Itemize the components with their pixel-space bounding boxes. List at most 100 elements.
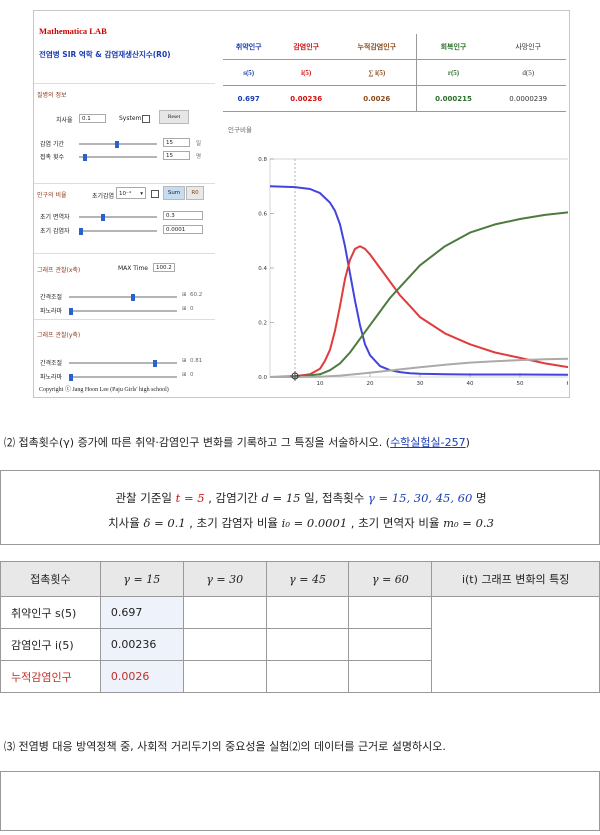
section-heading: 그래프 관찰(y축) xyxy=(37,332,81,339)
r0-button[interactable]: R0 xyxy=(186,186,204,200)
stats-symbol-row: s(5) i(5) ∑ i(5) r(5) d(5) xyxy=(223,59,566,86)
contact-input[interactable]: 15 xyxy=(163,151,190,160)
y-tick-label: 0.0 xyxy=(258,375,267,381)
max-time-input[interactable]: 100.2 xyxy=(153,263,175,272)
sum-checkbox[interactable] xyxy=(151,190,159,198)
interval-x-value: 60.2 xyxy=(190,292,203,298)
feature-answer-cell[interactable] xyxy=(431,596,600,693)
slider-knob[interactable] xyxy=(101,213,105,221)
system-checkbox[interactable] xyxy=(142,115,150,123)
answer-cell[interactable] xyxy=(182,660,267,693)
row-label: 취약인구 s(5) xyxy=(0,596,101,629)
answer-cell[interactable] xyxy=(265,660,350,693)
stats-table: 취약인구 감염인구 누적감염인구 회복인구 사망인구 s(5) i(5) ∑ i… xyxy=(223,34,566,112)
stats-symbol: i(5) xyxy=(274,59,338,86)
stats-header: 취약인구 xyxy=(223,34,275,60)
cell-value: 0.0026 xyxy=(99,660,184,693)
stats-value: 0.0000239 xyxy=(490,85,566,112)
chart-series-group xyxy=(269,185,568,381)
x-tick-label: 50 xyxy=(517,381,524,385)
cell-value: 0.00236 xyxy=(99,628,184,661)
graph-y-section: 그래프 관찰(y축) 간격조절 ⊞ 0.81 파노라마 ⊞ 0 xyxy=(34,319,215,382)
immune-slider[interactable] xyxy=(79,213,157,221)
exponent-value: 10⁻⁴ xyxy=(119,191,132,197)
pan-x-slider[interactable] xyxy=(69,307,177,315)
interval-y-slider[interactable] xyxy=(69,359,177,367)
answer-cell[interactable] xyxy=(265,596,350,629)
series-line-0 xyxy=(269,185,568,376)
slider-knob[interactable] xyxy=(131,293,135,301)
cond-delta: δ = 0.1 xyxy=(143,516,186,530)
record-header: γ = 45 xyxy=(265,561,350,597)
cond-text: 일, 접촉횟수 xyxy=(300,491,368,505)
y-tick-label: 0.2 xyxy=(258,321,267,327)
record-header-row: 접촉횟수 γ = 15 γ = 30 γ = 45 γ = 60 i(t) 그래… xyxy=(0,561,600,597)
slider-knob[interactable] xyxy=(69,373,73,381)
condition-line-1: 관찰 기준일 t = 5 , 감염기간 d = 15 일, 접촉횟수 γ = 1… xyxy=(1,490,600,506)
table-row: 누적감염인구 0.0026 xyxy=(0,660,600,693)
stats-value-row: 0.697 0.00236 0.0026 0.000215 0.0000239 xyxy=(223,85,566,112)
cond-t: t = 5 xyxy=(175,491,205,505)
answer-cell[interactable] xyxy=(265,628,350,661)
pan-y-value: 0 xyxy=(190,372,194,378)
immune-input[interactable]: 0.3 xyxy=(163,211,203,220)
plus-icon[interactable]: ⊞ xyxy=(182,292,187,298)
slider-knob[interactable] xyxy=(83,153,87,161)
exponent-select[interactable]: 10⁻⁴ ▾ xyxy=(116,187,146,199)
slider-knob[interactable] xyxy=(153,359,157,367)
infected-slider[interactable] xyxy=(79,227,157,235)
x-tick-label: 20 xyxy=(367,381,374,385)
graph-x-section: 그래프 관찰(x축) MAX Time 100.2 간격조절 ⊞ 60.2 파노… xyxy=(34,253,215,320)
series-line-1 xyxy=(269,245,568,378)
lab-link[interactable]: 수학실험실-257 xyxy=(390,436,466,449)
pan-y-label: 파노라마 xyxy=(40,374,63,381)
stats-header: 감염인구 xyxy=(274,34,338,60)
cond-text: , 감염기간 xyxy=(204,491,262,505)
sum-button[interactable]: Sum xyxy=(163,186,185,200)
series-line-2 xyxy=(269,211,568,378)
record-header: γ = 30 xyxy=(182,561,267,597)
question-2: ⑵ 접촉횟수(γ) 증가에 따른 취약·감염인구 변화를 기록하고 그 특징을 … xyxy=(4,434,470,450)
day-unit: 일 xyxy=(196,141,202,147)
plus-icon[interactable]: ⊞ xyxy=(182,358,187,364)
reset-button[interactable]: Reset xyxy=(159,110,189,124)
x-tick-label: 10 xyxy=(317,381,324,385)
cond-d: d = 15 xyxy=(261,491,301,505)
pan-x-label: 파노라마 xyxy=(40,308,63,315)
cond-gamma: γ = 15, 30, 45, 60 xyxy=(368,491,473,505)
infected-input[interactable]: 0.0001 xyxy=(163,225,203,234)
cond-m0: m₀ = 0.3 xyxy=(443,516,494,530)
record-header: γ = 60 xyxy=(348,561,433,597)
slider-knob[interactable] xyxy=(79,227,83,235)
control-panel: Mathematica LAB 전염병 SIR 역학 & 감염재생산지수(R0)… xyxy=(34,11,215,397)
answer-cell[interactable] xyxy=(348,596,433,629)
time-marker-point xyxy=(290,371,300,381)
stats-value: 0.697 xyxy=(223,85,275,112)
contact-slider[interactable] xyxy=(79,153,157,161)
series-line-3 xyxy=(270,357,568,378)
period-slider[interactable] xyxy=(79,140,157,148)
pan-y-slider[interactable] xyxy=(69,373,177,381)
slider-knob[interactable] xyxy=(69,307,73,315)
chart-axes: 0.0 0.2 0.4 0.6 0.8 10 20 30 40 50 60 xyxy=(258,157,568,385)
slider-knob[interactable] xyxy=(115,140,119,148)
section-heading: 인구의 비율 xyxy=(37,192,67,199)
interval-y-label: 간격조절 xyxy=(40,360,63,367)
answer-cell[interactable] xyxy=(182,628,267,661)
record-header: i(t) 그래프 변화의 특징 xyxy=(431,561,600,597)
answer-cell[interactable] xyxy=(348,628,433,661)
section-heading: 질병의 정보 xyxy=(37,92,67,99)
y-tick-label: 0.6 xyxy=(258,212,267,218)
interval-x-slider[interactable] xyxy=(69,293,177,301)
pan-x-value: 0 xyxy=(190,306,194,312)
plus-icon[interactable]: ⊞ xyxy=(182,372,187,378)
period-input[interactable]: 15 xyxy=(163,138,190,147)
answer-box[interactable] xyxy=(0,771,600,831)
answer-cell[interactable] xyxy=(182,596,267,629)
stats-header-row: 취약인구 감염인구 누적감염인구 회복인구 사망인구 xyxy=(223,34,566,60)
cure-rate-input[interactable]: 0.1 xyxy=(79,114,106,123)
answer-cell[interactable] xyxy=(348,660,433,693)
lab-subtitle: 전염병 SIR 역학 & 감염재생산지수(R0) xyxy=(39,50,171,59)
plus-icon[interactable]: ⊞ xyxy=(182,306,187,312)
initial-infected-label: 초기 감염자 xyxy=(40,228,70,235)
